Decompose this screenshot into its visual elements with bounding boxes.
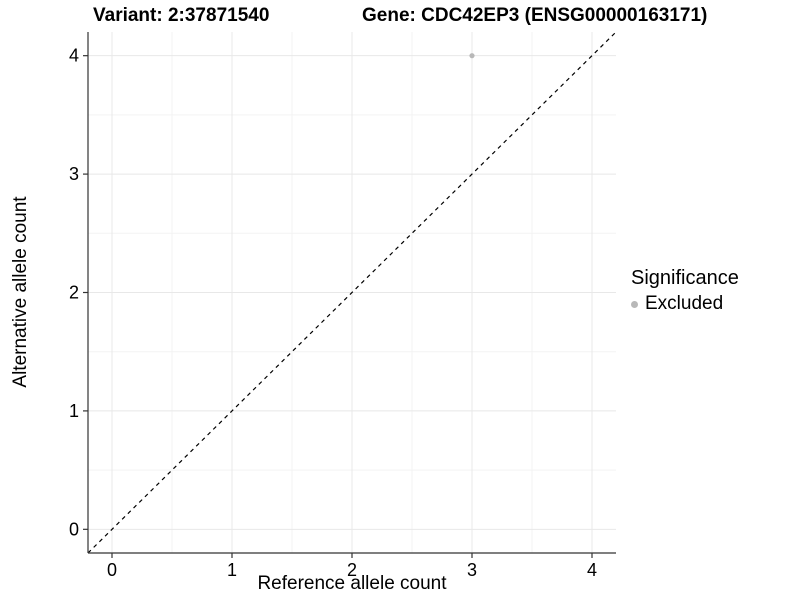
x-tick-label: 4 [587, 560, 597, 580]
x-tick-label: 3 [467, 560, 477, 580]
x-tick-label: 0 [107, 560, 117, 580]
x-tick-label: 1 [227, 560, 237, 580]
plot-title-gene: Gene: CDC42EP3 (ENSG00000163171) [362, 5, 708, 26]
y-tick-label: 0 [69, 519, 79, 539]
legend-title: Significance [631, 267, 739, 289]
y-axis-title: Alternative allele count [10, 196, 31, 388]
plot-title-variant: Variant: 2:37871540 [93, 5, 270, 26]
legend-point-icon [631, 300, 638, 308]
identity-dashed-line [87, 31, 617, 554]
y-tick-label: 1 [69, 401, 79, 421]
data-point [469, 53, 475, 59]
y-tick-label: 3 [69, 164, 79, 184]
legend: Significance Excluded [631, 266, 739, 315]
legend-entry-label: Excluded [645, 293, 724, 314]
x-axis-title: Reference allele count [257, 573, 447, 594]
y-tick-label: 4 [69, 46, 79, 66]
x-tick-label: 2 [347, 560, 357, 580]
legend-entry-excluded: Excluded [631, 293, 739, 315]
y-tick-label: 2 [69, 283, 79, 303]
